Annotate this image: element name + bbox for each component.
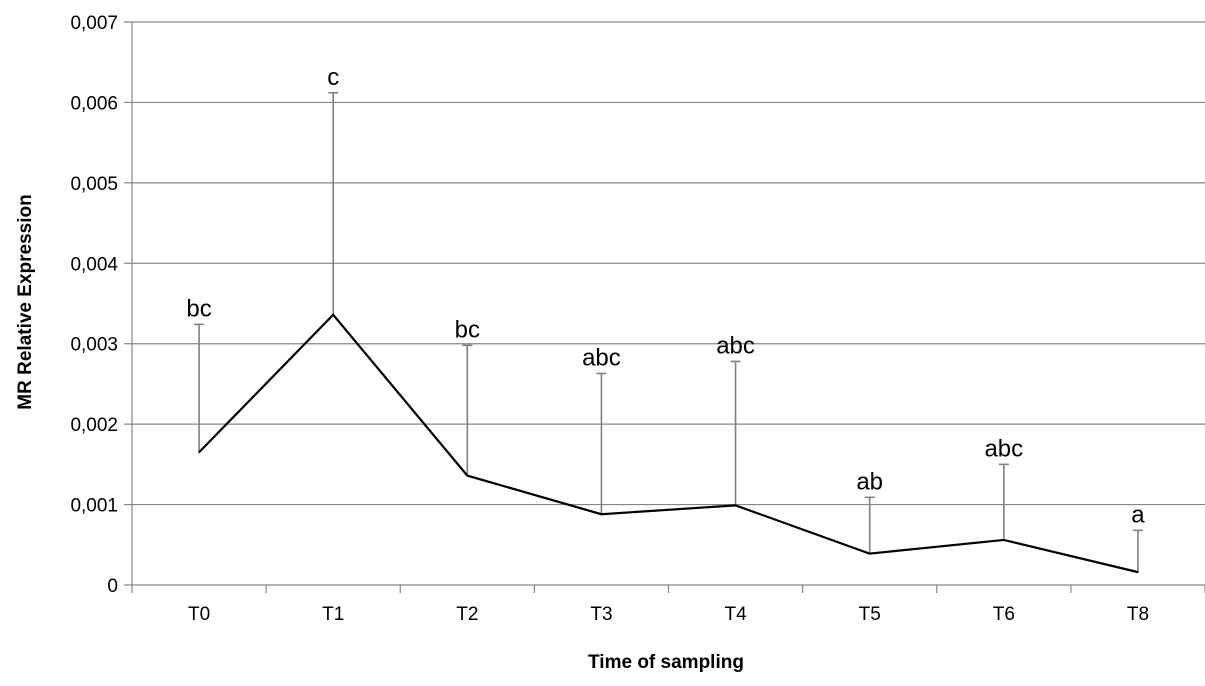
x-axis-ticks: T0 T1 T2 T3 T4 T5 T6 T8	[131, 585, 1205, 625]
data-point	[332, 313, 334, 316]
significance-labels: bc c bc abc abc ab abc a	[186, 64, 1145, 529]
y-tick-label: 0,001	[70, 496, 118, 517]
data-point	[734, 504, 737, 507]
x-tick-label: T2	[456, 604, 478, 625]
gridlines	[132, 21, 1205, 506]
y-tick-label: 0	[107, 576, 118, 597]
axes	[131, 22, 1205, 586]
significance-label: bc	[186, 295, 211, 322]
data-point	[1003, 539, 1005, 541]
significance-label: a	[1131, 501, 1145, 528]
data-point	[1137, 571, 1139, 573]
y-tick-label: 0,006	[70, 93, 118, 114]
y-tick-label: 0,002	[70, 415, 118, 436]
y-tick-label: 0,003	[70, 335, 118, 356]
series-line-path	[198, 313, 1139, 574]
y-tick-label: 0,004	[70, 254, 118, 275]
y-tick-label: 0,005	[70, 174, 118, 195]
significance-label: abc	[984, 435, 1023, 462]
y-axis-ticks: 0 0,001 0,002 0,003 0,004 0,005 0,006 0,007	[70, 13, 132, 597]
y-tick-label: 0,007	[70, 13, 118, 34]
x-tick-label: T1	[322, 604, 344, 625]
significance-label: c	[327, 64, 339, 91]
x-tick-label: T5	[859, 604, 881, 625]
error-bars	[194, 91, 1143, 573]
significance-label: bc	[455, 316, 480, 343]
x-tick-label: T8	[1127, 604, 1149, 625]
significance-label: abc	[582, 344, 621, 371]
x-tick-label: T0	[188, 604, 210, 625]
data-point	[868, 552, 871, 555]
y-axis-title: MR Relative Expression	[15, 194, 36, 409]
data-point	[198, 451, 200, 454]
data-point	[600, 513, 603, 516]
series-line	[198, 313, 1139, 574]
x-tick-label: T4	[724, 604, 747, 625]
significance-label: ab	[856, 468, 883, 495]
data-point	[466, 474, 469, 477]
x-tick-label: T3	[590, 604, 612, 625]
x-tick-label: T6	[993, 604, 1015, 625]
significance-label: abc	[716, 332, 755, 359]
x-axis-title: Time of sampling	[588, 652, 744, 673]
